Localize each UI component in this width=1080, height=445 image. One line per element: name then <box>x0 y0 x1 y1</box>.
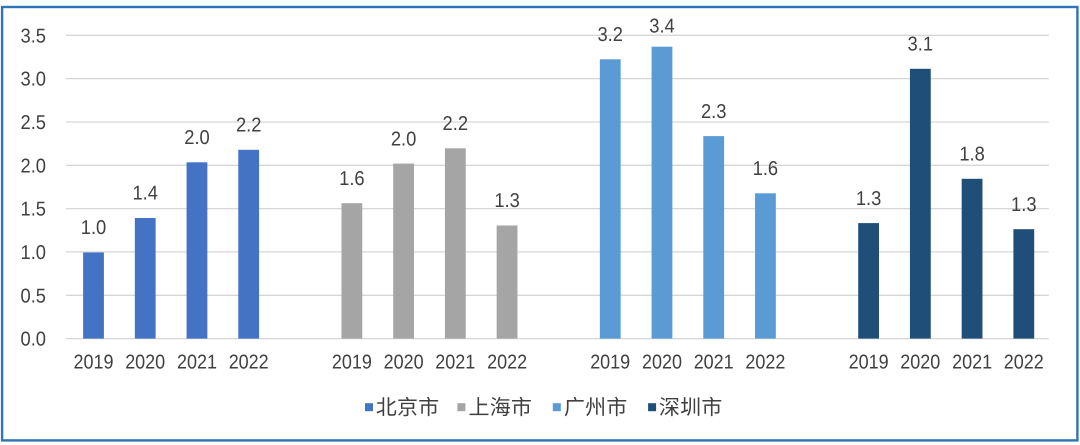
svg-text:1.3: 1.3 <box>494 190 520 212</box>
svg-text:2.0: 2.0 <box>21 155 47 177</box>
svg-text:2022: 2022 <box>745 351 785 373</box>
svg-text:2021: 2021 <box>435 351 475 373</box>
svg-text:3.5: 3.5 <box>21 25 47 47</box>
svg-text:2021: 2021 <box>952 351 992 373</box>
svg-text:0.0: 0.0 <box>21 329 47 351</box>
svg-text:1.4: 1.4 <box>132 183 158 205</box>
svg-text:3.0: 3.0 <box>21 69 47 91</box>
svg-text:1.3: 1.3 <box>1011 194 1037 216</box>
svg-text:2019: 2019 <box>849 351 889 373</box>
svg-text:1.6: 1.6 <box>753 158 779 180</box>
svg-text:2019: 2019 <box>332 351 372 373</box>
svg-text:0.5: 0.5 <box>21 285 47 307</box>
svg-text:2022: 2022 <box>487 351 527 373</box>
svg-text:2021: 2021 <box>694 351 734 373</box>
svg-text:1.3: 1.3 <box>856 188 882 210</box>
svg-text:2019: 2019 <box>74 351 114 373</box>
svg-text:2.2: 2.2 <box>236 115 262 137</box>
svg-text:3.2: 3.2 <box>597 24 623 46</box>
svg-text:2020: 2020 <box>642 351 682 373</box>
svg-text:1.5: 1.5 <box>21 199 47 221</box>
svg-text:1.6: 1.6 <box>339 168 365 190</box>
svg-text:3.1: 3.1 <box>908 34 934 56</box>
svg-text:2020: 2020 <box>125 351 165 373</box>
svg-text:1.8: 1.8 <box>959 144 985 166</box>
svg-text:2019: 2019 <box>590 351 630 373</box>
svg-text:2.5: 2.5 <box>21 112 47 134</box>
svg-text:3.4: 3.4 <box>649 15 675 37</box>
svg-text:2020: 2020 <box>384 351 424 373</box>
svg-text:2.3: 2.3 <box>701 101 727 123</box>
svg-text:2.0: 2.0 <box>184 127 210 149</box>
svg-text:1.0: 1.0 <box>21 242 47 264</box>
svg-text:2022: 2022 <box>229 351 269 373</box>
svg-text:2021: 2021 <box>177 351 217 373</box>
svg-text:2.0: 2.0 <box>391 128 417 150</box>
svg-text:2.2: 2.2 <box>443 113 469 135</box>
svg-text:2022: 2022 <box>1004 351 1044 373</box>
svg-text:1.0: 1.0 <box>81 217 107 239</box>
svg-text:2020: 2020 <box>900 351 940 373</box>
